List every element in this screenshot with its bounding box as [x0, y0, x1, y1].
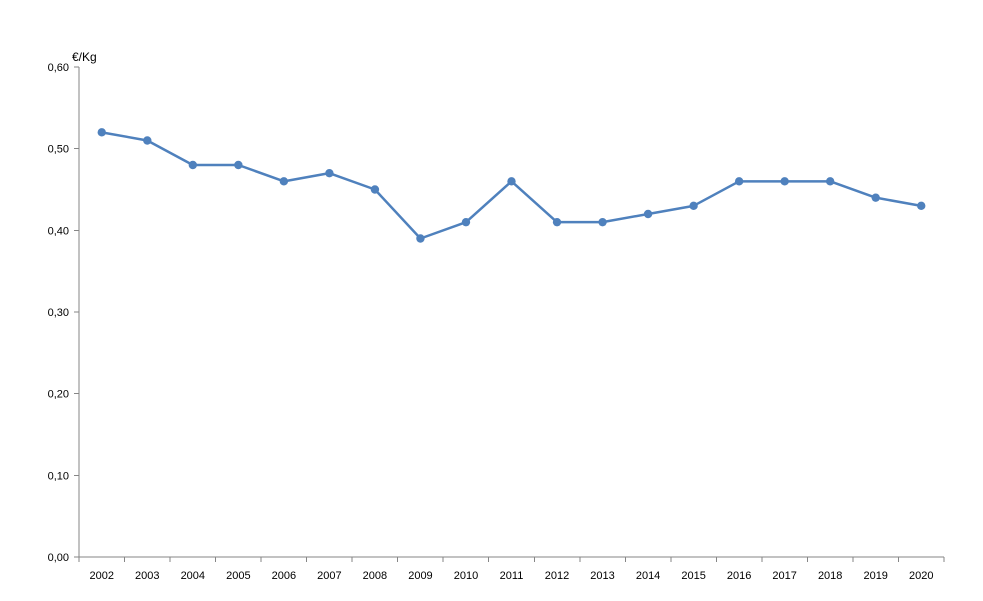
- data-point: [507, 177, 516, 186]
- data-point: [780, 177, 789, 186]
- x-tick-label: 2019: [863, 570, 887, 582]
- x-tick-label: 2016: [727, 570, 751, 582]
- x-tick-label: 2006: [272, 570, 296, 582]
- x-tick-label: 2015: [681, 570, 705, 582]
- y-tick-label: 0,20: [48, 389, 69, 401]
- y-axis-unit-label: €/Kg: [72, 50, 97, 64]
- data-point: [643, 209, 653, 219]
- x-tick-label: 2009: [408, 570, 432, 582]
- data-point: [325, 168, 334, 178]
- y-axis: 0,00 0,10 0,20 0,30 0,40 0,50 0,60: [48, 62, 80, 564]
- data-point: [689, 201, 698, 211]
- x-tick-label: 2005: [226, 570, 250, 582]
- x-tick-label: 2017: [772, 570, 796, 582]
- data-point: [370, 185, 380, 194]
- x-tick-label: 2014: [636, 570, 660, 582]
- data-point: [461, 217, 471, 227]
- x-tick-label: 2004: [181, 570, 205, 582]
- data-point: [552, 217, 562, 227]
- x-tick-label: 2007: [317, 570, 341, 582]
- data-point: [734, 177, 744, 186]
- series-layer: [97, 128, 926, 243]
- x-tick-label: 2002: [90, 570, 114, 582]
- y-tick-label: 0,40: [48, 225, 69, 237]
- data-point: [416, 234, 425, 243]
- data-point: [188, 160, 198, 170]
- data-point: [97, 128, 106, 137]
- y-tick-label: 0,50: [48, 144, 69, 156]
- data-point: [143, 136, 152, 145]
- x-tick-label: 2020: [909, 570, 933, 582]
- data-point: [279, 177, 289, 186]
- x-tick-label: 2008: [363, 570, 387, 582]
- data-point: [871, 193, 880, 202]
- x-tick-label: 2010: [454, 570, 478, 582]
- x-tick-label: 2003: [135, 570, 159, 582]
- x-axis: 2002 2003 2004 2005 2006 2007 2008 2009 2010 2011…: [78, 556, 945, 582]
- data-point: [598, 217, 607, 227]
- x-tick-label: 2018: [818, 570, 842, 582]
- data-point: [234, 160, 243, 170]
- y-tick-label: 0,30: [48, 307, 69, 319]
- x-tick-label: 2013: [590, 570, 614, 582]
- y-tick-label: 0,10: [48, 470, 69, 482]
- data-point: [825, 177, 835, 186]
- x-tick-label: 2012: [545, 570, 569, 582]
- x-tick-label: 2011: [500, 570, 524, 582]
- data-point: [917, 201, 926, 211]
- y-tick-label: 0,00: [48, 552, 69, 564]
- y-tick-label: 0,60: [48, 62, 69, 74]
